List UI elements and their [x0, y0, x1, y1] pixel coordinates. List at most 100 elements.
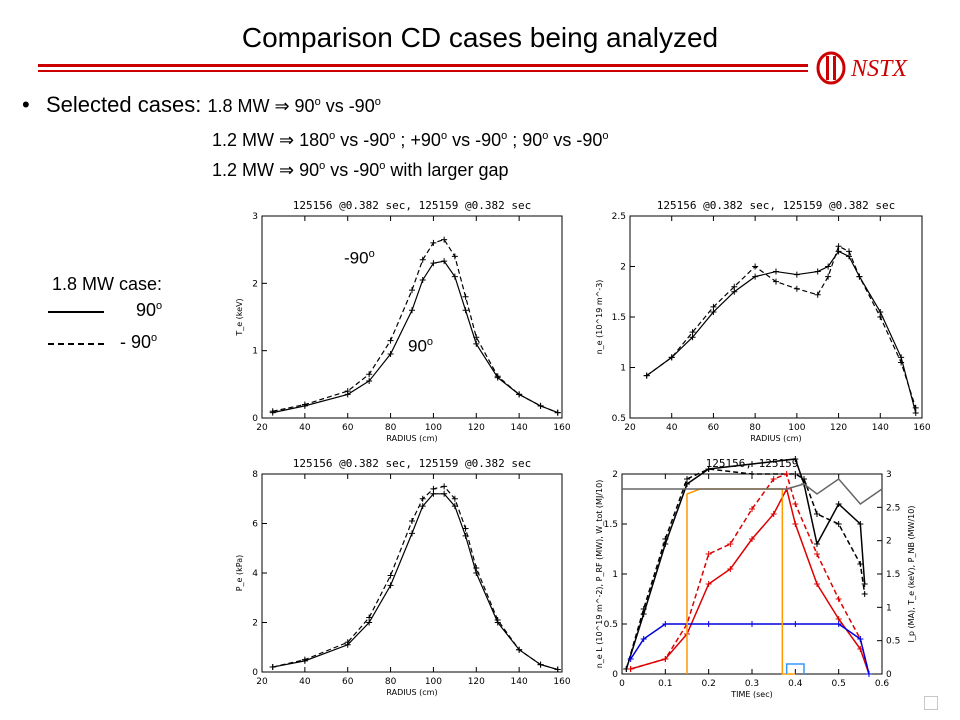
- data-point: [825, 263, 832, 270]
- data-point: [537, 661, 544, 668]
- data-point: [344, 388, 351, 395]
- data-point: [668, 354, 675, 361]
- data-point: [801, 476, 807, 482]
- data-point: [441, 483, 448, 490]
- data-point: [773, 268, 779, 275]
- data-point: [387, 572, 394, 579]
- data-point: [727, 566, 734, 572]
- data-point: [409, 530, 415, 537]
- x-tick-label: 140: [872, 423, 889, 433]
- series-line-1: [272, 493, 558, 671]
- y-tick-label: 4: [252, 569, 258, 579]
- x-tick-label: 140: [511, 677, 528, 687]
- data-point: [705, 551, 712, 557]
- data-point: [430, 239, 437, 246]
- data-point: [409, 518, 415, 525]
- data-point: [473, 340, 480, 347]
- series-line-3: [630, 486, 870, 675]
- data-point: [814, 291, 821, 298]
- data-point: [814, 581, 820, 587]
- data-point: [752, 273, 759, 280]
- legend-solid-swatch: [48, 311, 104, 313]
- data-point: [473, 565, 480, 572]
- data-point: [554, 666, 561, 673]
- x-tick-label: 0.1: [658, 679, 672, 689]
- data-point: [419, 495, 426, 502]
- data-point: [710, 308, 717, 315]
- data-point: [366, 371, 373, 378]
- data-point: [705, 621, 712, 627]
- data-point: [662, 656, 669, 662]
- case-line-2: 1.2 MW ⇒ 180o vs -90o ; +90o vs -90o ; 9…: [212, 130, 609, 150]
- data-point: [554, 409, 561, 416]
- data-point: [494, 617, 501, 624]
- x-tick-label: 0.5: [832, 679, 846, 689]
- y-tick-label: 2.5: [612, 212, 626, 222]
- data-point: [835, 501, 842, 507]
- data-point: [441, 490, 448, 497]
- data-point: [387, 582, 394, 589]
- chart-title: 125156 @0.382 sec, 125159 @0.382 sec: [293, 199, 531, 212]
- chart-ne-profile: 125156 @0.382 sec, 125159 @0.382 sec 20 40…: [595, 199, 931, 443]
- data-point: [387, 337, 394, 344]
- data-point: [344, 639, 351, 646]
- data-point: [857, 521, 864, 527]
- data-point: [462, 525, 469, 532]
- data-point: [640, 636, 647, 642]
- y2-tick-label: 2.5: [886, 503, 900, 513]
- data-point: [846, 248, 852, 255]
- data-point: [792, 521, 799, 527]
- data-point: [857, 561, 864, 567]
- data-point: [269, 408, 276, 415]
- y2-tick-label: 0.5: [886, 637, 900, 647]
- data-point: [301, 656, 308, 663]
- data-point: [877, 314, 884, 320]
- x-tick-label: 60: [342, 423, 354, 433]
- data-point: [451, 503, 458, 510]
- logo-text: NSTX: [850, 56, 908, 82]
- data-point: [861, 581, 868, 587]
- data-point: [441, 236, 448, 243]
- data-point: [419, 256, 426, 263]
- data-point: [792, 501, 799, 507]
- legend-solid-label: 90o: [136, 300, 163, 320]
- data-point: [643, 372, 650, 379]
- data-point: [473, 334, 480, 341]
- data-point: [516, 391, 523, 398]
- y-axis-label: T_e (keV): [235, 298, 244, 336]
- data-point: [814, 511, 820, 517]
- data-point: [792, 621, 799, 627]
- data-point: [856, 273, 863, 280]
- data-point: [301, 401, 308, 408]
- x-tick-label: 120: [468, 423, 485, 433]
- y2-tick-label: 3: [886, 470, 892, 480]
- x-tick-label: 0.6: [875, 679, 890, 689]
- data-point: [430, 485, 437, 492]
- x-tick-label: 160: [553, 423, 570, 433]
- data-point: [537, 402, 544, 409]
- x-tick-label: 40: [299, 423, 311, 433]
- y-axis-label: P_e (kPa): [235, 555, 244, 592]
- data-point: [793, 285, 800, 292]
- x-tick-label: 60: [342, 677, 354, 687]
- data-point: [387, 351, 394, 358]
- data-point: [749, 506, 755, 512]
- data-point: [441, 258, 448, 265]
- data-point: [792, 456, 799, 462]
- data-point: [366, 377, 373, 384]
- x-tick-label: 0.4: [788, 679, 803, 689]
- data-point: [430, 260, 437, 267]
- y-tick-label: 3: [252, 212, 258, 222]
- x-tick-label: 80: [385, 677, 397, 687]
- y-tick-label: 1: [252, 347, 258, 357]
- data-point: [627, 656, 634, 662]
- y-tick-label: 0: [252, 668, 258, 678]
- series-line-1: [646, 250, 917, 414]
- data-point: [783, 471, 790, 477]
- x-tick-label: 40: [666, 423, 678, 433]
- series-line-2: [646, 245, 917, 409]
- series-line-7: [785, 663, 805, 674]
